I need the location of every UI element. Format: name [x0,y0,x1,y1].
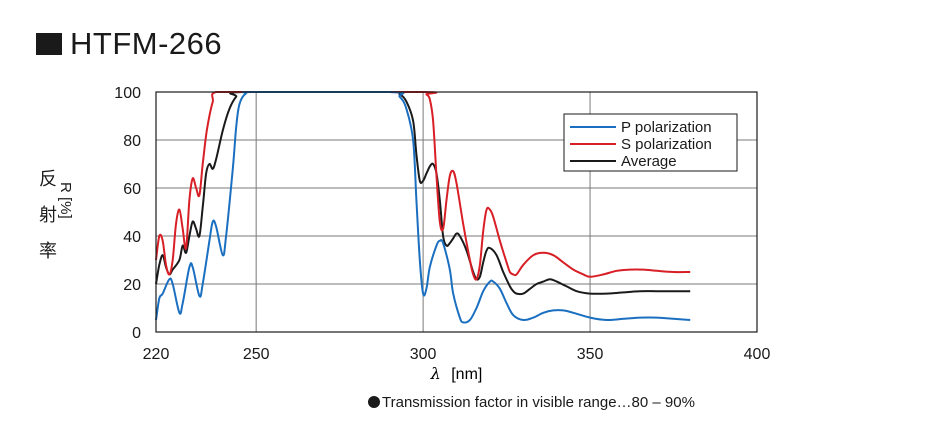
x-tick-label: 300 [410,346,437,363]
x-axis-label-symbol: λ [430,364,441,383]
page-title: HTFM-266 [70,26,223,61]
x-tick-label: 350 [577,346,604,363]
axis-ticks: 0 20 40 60 80 100 220 250 300 350 400 [114,85,770,363]
series-line-average [155,90,691,296]
y-axis-label-char: 率 [39,241,57,262]
y-tick-label: 40 [123,229,141,246]
legend-label: P polarization [621,119,712,136]
x-axis-label: λ [nm] [430,364,483,383]
y-tick-label: 0 [132,325,141,342]
title: HTFM-266 [36,24,222,64]
plot-frame [155,91,758,333]
y-tick-label: 100 [114,85,141,102]
title-square-marker [36,33,62,55]
note-text: Transmission factor in visible range…80 … [382,394,695,411]
y-tick-label: 80 [123,133,141,150]
transmission-note: Transmission factor in visible range…80 … [368,394,695,411]
legend-label: S polarization [621,136,712,153]
x-axis-label-unit: [nm] [451,366,482,383]
bullet-icon [368,396,380,408]
y-axis-label-japanese: 反 射 率 [36,162,60,270]
x-tick-label: 250 [243,346,270,363]
x-tick-label: 400 [744,346,771,363]
series-lines [155,90,691,324]
legend-label: Average [621,153,677,170]
x-tick-label: 220 [143,346,170,363]
y-tick-label: 60 [123,181,141,198]
series-line-s-polarization [155,90,691,281]
y-axis-label-char: 射 [39,205,57,226]
y-tick-label: 20 [123,277,141,294]
y-axis-label-char: 反 [39,169,57,190]
series-line-p-polarization [155,90,691,324]
